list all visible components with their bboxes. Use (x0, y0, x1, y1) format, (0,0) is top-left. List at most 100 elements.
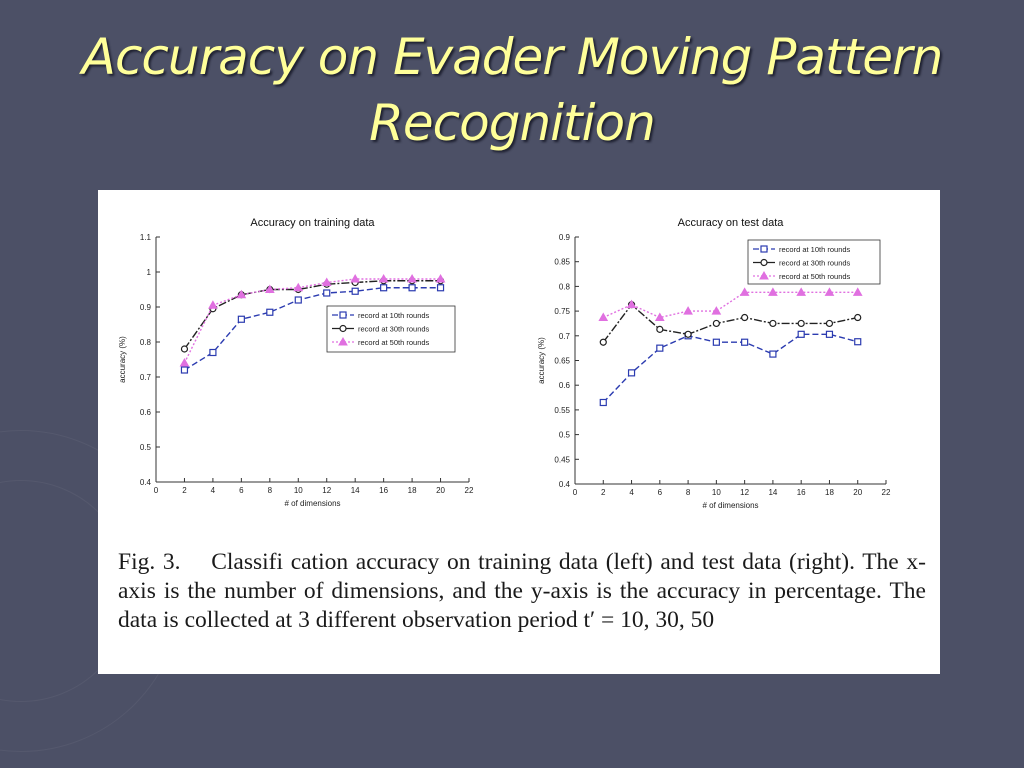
train-series-1-point (436, 284, 445, 292)
train-series-3-point (293, 282, 304, 292)
test-series-1-point (627, 369, 636, 377)
test-series-2-point (825, 319, 834, 328)
test-series-2-point (741, 313, 749, 322)
test-series-2-point (684, 330, 692, 338)
test-y-tick-label: 0.55 (554, 406, 570, 415)
train-x-tick-label: 20 (436, 486, 445, 495)
train-legend-label-2: record at 30th rounds (358, 325, 430, 334)
test-y-tick-label: 0.85 (554, 258, 570, 267)
test-series-3-point (598, 312, 609, 322)
train-y-tick-label: 1 (147, 268, 152, 277)
train-series-3-point (407, 273, 417, 283)
test-series-3-point (768, 287, 778, 296)
test-legend-marker-3 (759, 270, 769, 280)
figure-caption-label: Fig. 3. (118, 549, 181, 575)
test-series-3-point (626, 299, 637, 309)
train-y-tick-label: 0.7 (140, 373, 152, 382)
test-series-1-point (769, 350, 777, 358)
test-x-tick-label: 12 (740, 488, 749, 497)
train-x-tick-label: 14 (351, 486, 360, 495)
train-x-tick-label: 22 (465, 486, 474, 495)
test-legend-marker-1 (760, 245, 768, 253)
test-series-3-line (602, 291, 858, 319)
train-series-1-point (351, 287, 359, 295)
train-series-3-point (435, 273, 446, 283)
slide-title: Accuracy on Evader Moving Pattern Recogn… (0, 24, 1024, 156)
test-series-2-point (656, 325, 664, 333)
test-series-1-point (712, 338, 720, 346)
test-y-axis-label: accuracy (%) (537, 337, 546, 384)
train-legend-marker-1 (339, 311, 347, 319)
test-y-tick-label: 0.45 (554, 455, 570, 464)
train-legend-marker-3 (338, 336, 348, 346)
test-series-3-point (824, 287, 835, 296)
train-series-3-point (350, 273, 361, 283)
train-y-tick-label: 0.8 (140, 338, 152, 347)
test-y-tick-label: 0.5 (559, 431, 571, 440)
test-series-2-point (769, 319, 777, 328)
train-x-tick-label: 6 (239, 486, 244, 495)
train-series-1-point (380, 284, 388, 292)
train-series-1-point (209, 348, 217, 357)
test-x-tick-label: 0 (573, 488, 578, 497)
test-series-3-point (796, 287, 807, 296)
test-series-1-line (602, 333, 858, 403)
train-y-tick-label: 0.4 (140, 478, 152, 487)
train-x-tick-label: 0 (154, 486, 159, 495)
slide-title-line-1: Accuracy on Evader Moving Pattern (81, 28, 944, 86)
train-y-tick-label: 0.5 (140, 443, 152, 452)
train-x-axis-label: # of dimensions (284, 499, 340, 508)
train-series-3-point (378, 273, 389, 283)
train-series-1-point (323, 289, 331, 297)
train-y-tick-label: 0.6 (140, 408, 152, 417)
test-legend-label-3: record at 50th rounds (779, 272, 851, 281)
test-series-1-point (797, 330, 805, 338)
train-series-3-point (179, 357, 190, 367)
train-y-tick-label: 1.1 (140, 233, 152, 242)
test-legend-label-1: record at 10th rounds (779, 245, 851, 254)
test-legend-label-2: record at 30th rounds (779, 259, 851, 268)
test-series-2-point (712, 319, 720, 328)
train-x-tick-label: 16 (379, 486, 388, 495)
test-series-2-point (854, 313, 862, 322)
train-chart-title: Accuracy on training data (250, 217, 375, 229)
test-series-1-point (741, 338, 749, 346)
train-series-1-point (237, 315, 245, 323)
test-y-tick-label: 0.7 (559, 332, 571, 341)
test-x-tick-label: 22 (882, 488, 891, 497)
train-y-tick-label: 0.9 (140, 303, 152, 312)
test-y-tick-label: 0.65 (554, 357, 570, 366)
test-y-tick-label: 0.75 (554, 307, 570, 316)
test-x-tick-label: 6 (658, 488, 663, 497)
test-series-1-point (599, 398, 607, 407)
test-series-2-line (602, 303, 858, 343)
train-legend-marker-2 (339, 324, 347, 333)
slide-title-line-2: Recognition (369, 94, 656, 152)
test-y-tick-label: 0.9 (559, 233, 571, 242)
test-series-2-point (599, 338, 607, 346)
train-series-1-point (408, 284, 416, 292)
train-series-1-line (184, 287, 441, 371)
figure-caption-text: Classifi cation accuracy on training dat… (118, 549, 926, 633)
test-series-1-point (656, 344, 664, 352)
test-x-tick-label: 18 (825, 488, 834, 497)
train-series-1-point (180, 366, 189, 374)
test-series-3-point (739, 287, 750, 296)
train-series-2-point (180, 345, 189, 353)
test-x-tick-label: 2 (601, 488, 606, 497)
test-x-tick-label: 20 (853, 488, 862, 497)
test-x-tick-label: 8 (686, 488, 691, 497)
figure-panel: Accuracy on training data 0 2 4 6 8 10 12 14 16 18… (98, 190, 940, 674)
test-x-tick-label: 10 (712, 488, 721, 497)
train-legend-label-1: record at 10th rounds (358, 311, 430, 320)
train-x-tick-label: 10 (294, 486, 303, 495)
test-legend-marker-2 (760, 258, 768, 267)
training-accuracy-chart-svg: Accuracy on training data 0 2 4 6 8 10 12 14 16 18… (118, 217, 474, 508)
train-series-3-point (208, 300, 218, 309)
train-series-3-line (183, 278, 441, 364)
test-x-axis-label: # of dimensions (702, 501, 758, 510)
figure-caption: Fig. 3. Classifi cation accuracy on trai… (118, 548, 926, 635)
train-legend-label-3: record at 50th rounds (358, 338, 430, 347)
train-series-2-line (183, 280, 441, 350)
train-x-tick-label: 4 (211, 486, 216, 495)
